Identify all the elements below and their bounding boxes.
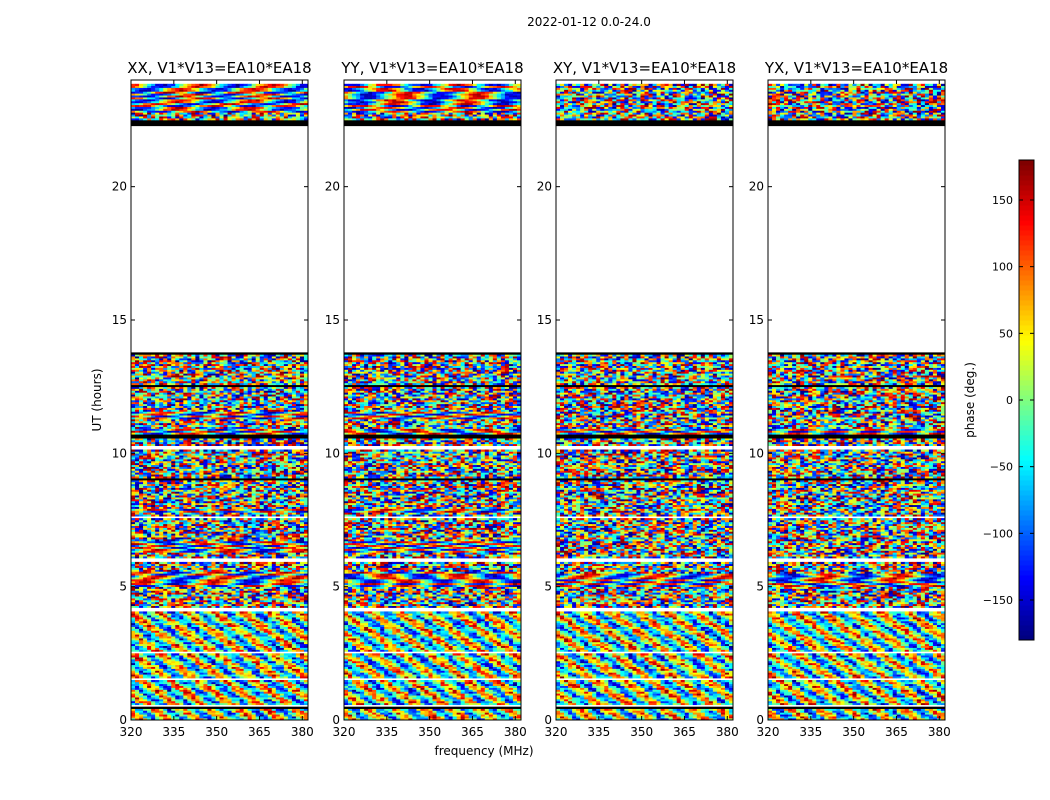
y-tick-label: 0 [756,713,764,727]
x-tick-label: 335 [162,725,185,739]
panel-frame [767,79,946,721]
colorbar-tick-label: 100 [992,261,1013,274]
phase-heatmap [556,83,734,721]
y-tick-label: 5 [756,580,764,594]
y-tick-label: 20 [112,180,127,194]
y-tick-label: 15 [537,313,552,327]
x-tick-label: 365 [248,725,271,739]
y-tick-label: 10 [325,446,340,460]
panel-frame [343,79,522,721]
y-tick-label: 15 [325,313,340,327]
x-tick-label: 320 [757,725,780,739]
panel-title: YY, V1*V13=EA10*EA18 [340,59,523,77]
x-tick-label: 320 [545,725,568,739]
y-tick-label: 15 [112,313,127,327]
panel-title: XY, V1*V13=EA10*EA18 [553,59,736,77]
x-tick-label: 380 [504,725,527,739]
colorbar-tick-label: −150 [983,594,1013,607]
y-tick-label: 0 [119,713,127,727]
x-tick-label: 380 [928,725,951,739]
y-tick-label: 5 [119,580,127,594]
y-tick-label: 20 [537,180,552,194]
y-tick-label: 0 [544,713,552,727]
x-tick-label: 380 [291,725,314,739]
panel-0: XX, V1*V13=EA10*EA18 320 335 350 365 380 0 5 10 1… [112,59,314,739]
panels: XX, V1*V13=EA10*EA18 320 335 350 365 380 0 5 10 1… [112,59,951,739]
y-tick-label: 20 [749,180,764,194]
x-tick-label: 320 [333,725,356,739]
y-tick-label: 5 [332,580,340,594]
y-axis-label: UT (hours) [90,368,104,431]
phase-heatmap [131,83,309,721]
colorbar-gradient [1019,160,1034,641]
y-tick-label: 10 [537,446,552,460]
x-tick-label: 320 [120,725,143,739]
panel-frame [130,79,309,721]
figure-suptitle: 2022-01-12 0.0-24.0 [527,15,651,29]
panel-title: YX, V1*V13=EA10*EA18 [764,59,948,77]
x-tick-label: 365 [885,725,908,739]
x-tick-label: 350 [205,725,228,739]
x-tick-label: 365 [461,725,484,739]
y-tick-label: 20 [325,180,340,194]
colorbar-tick-label: 150 [992,194,1013,207]
panel-title: XX, V1*V13=EA10*EA18 [127,59,311,77]
y-tick-label: 10 [112,446,127,460]
panel-2: XY, V1*V13=EA10*EA18 320 335 350 365 380 0 5 10 1… [537,59,739,739]
y-tick-label: 10 [749,446,764,460]
x-tick-label: 350 [630,725,653,739]
colorbar-tick-label: −50 [990,461,1013,474]
y-tick-label: 5 [544,580,552,594]
colorbar-label: phase (deg.) [963,362,977,438]
colorbar-tick-label: −100 [983,527,1013,540]
x-tick-label: 350 [418,725,441,739]
colorbar: −150 −100 −50 0 50 100 150 phase (deg.) [963,159,1035,641]
x-tick-label: 335 [587,725,610,739]
phase-heatmap [768,83,946,721]
x-tick-label: 335 [375,725,398,739]
panel-3: YX, V1*V13=EA10*EA18 320 335 350 365 380 0 5 10 1… [749,59,951,739]
panel-frame [555,79,734,721]
colorbar-tick-label: 50 [999,327,1013,340]
y-tick-label: 15 [749,313,764,327]
x-tick-label: 365 [673,725,696,739]
x-axis-label: frequency (MHz) [434,744,533,758]
x-tick-label: 380 [716,725,739,739]
y-tick-label: 0 [332,713,340,727]
panel-1: YY, V1*V13=EA10*EA18 320 335 350 365 380 0 5 10 1… [325,59,527,739]
colorbar-tick-label: 0 [1006,394,1013,407]
x-tick-label: 335 [799,725,822,739]
x-tick-label: 350 [842,725,865,739]
phase-heatmap [344,83,522,721]
